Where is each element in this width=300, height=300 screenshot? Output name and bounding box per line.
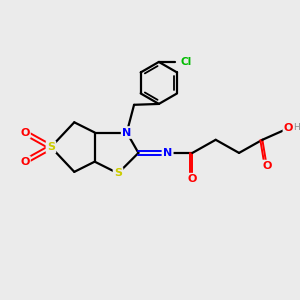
Text: Cl: Cl bbox=[181, 57, 192, 67]
Text: S: S bbox=[114, 168, 122, 178]
Text: O: O bbox=[20, 128, 29, 137]
Text: S: S bbox=[47, 142, 55, 152]
Text: N: N bbox=[163, 148, 172, 158]
Text: O: O bbox=[284, 123, 293, 133]
Text: N: N bbox=[122, 128, 131, 137]
Text: O: O bbox=[20, 157, 29, 167]
Text: O: O bbox=[262, 161, 272, 171]
Text: H: H bbox=[293, 123, 300, 132]
Text: O: O bbox=[188, 174, 197, 184]
